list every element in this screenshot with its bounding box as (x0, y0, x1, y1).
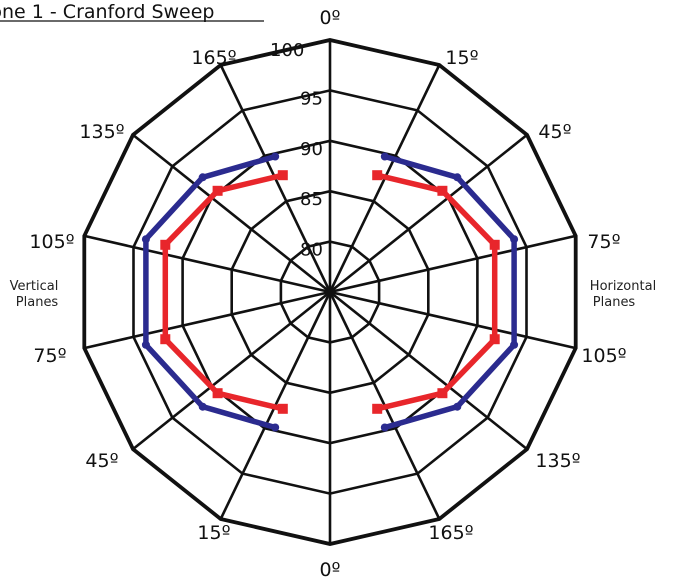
series-1-right-marker (437, 185, 448, 196)
series-1-right-marker (437, 388, 448, 399)
series-0-right-marker (380, 423, 389, 432)
vertical-planes-label-line2: Planes (16, 295, 59, 310)
series-0-right-line (384, 153, 517, 431)
series-0-left-line (143, 153, 276, 431)
ring-label-80: 80 (300, 240, 323, 261)
series-0-left-marker (198, 173, 207, 182)
ring-80 (279, 240, 381, 344)
series-1-right-marker (372, 403, 383, 414)
series-1-left-marker (277, 170, 288, 181)
chart-title: Tone 1 - Cranford Sweep (0, 1, 215, 23)
spoke-line (132, 290, 331, 451)
series-0-left-marker (198, 402, 207, 411)
ring-90 (181, 139, 479, 445)
vertical-planes-label-line1: Vertical (10, 279, 59, 294)
series-0-left-marker (141, 340, 150, 349)
angle-label-bottom-0: 0º (319, 559, 340, 581)
ring-label-85: 85 (300, 189, 323, 210)
series-1-left-line (162, 172, 284, 412)
series-1-left-marker (160, 334, 171, 345)
spoke-line (132, 133, 331, 294)
series-1-left-marker (277, 403, 288, 414)
series-1-right-marker (372, 170, 383, 181)
series-1-right-line (376, 172, 498, 412)
series-1-left-marker (160, 239, 171, 250)
spoke-line (84, 290, 331, 350)
angle-label-left-45: 45º (85, 450, 118, 472)
series-0-right-marker (510, 235, 519, 244)
series-0-left-marker (271, 152, 280, 161)
horizontal-planes-label-line2: Planes (593, 295, 636, 310)
series-0-left-marker (271, 423, 280, 432)
angle-label-right-45: 45º (538, 121, 571, 143)
series-1-left-marker (212, 185, 223, 196)
ring-label-100: 100 (270, 40, 304, 61)
spoke-line (329, 234, 576, 294)
ring-95 (132, 89, 528, 495)
series-1-right-marker (489, 239, 500, 250)
ring-label-95: 95 (300, 88, 323, 109)
angle-label-right-105: 105º (581, 345, 626, 367)
angle-label-right-165: 165º (428, 522, 473, 544)
angle-label-right-135: 135º (535, 450, 580, 472)
ring-85 (230, 189, 430, 395)
series-0-right-marker (380, 152, 389, 161)
series-1-right-marker (489, 334, 500, 345)
series-0-right-marker (510, 340, 519, 349)
angle-label-left-135: 135º (79, 121, 124, 143)
angle-label-left-105: 105º (29, 231, 74, 253)
spoke-line (329, 133, 528, 294)
angle-label-left-165: 165º (191, 47, 236, 69)
series-0-right-marker (453, 402, 462, 411)
spoke-line (329, 290, 528, 451)
series-layer (141, 152, 519, 432)
polar-grid: 80 85 90 95 100 (82, 38, 578, 546)
series-0-right-marker (453, 173, 462, 182)
ring-label-90: 90 (300, 139, 323, 160)
angle-label-left-15: 15º (197, 522, 230, 544)
horizontal-planes-label-line1: Horizontal (590, 279, 656, 294)
spoke-line (329, 290, 576, 350)
spoke-line (84, 234, 331, 294)
series-0-left-marker (141, 235, 150, 244)
angle-label-left-75: 75º (33, 345, 66, 367)
label-layer: Tone 1 - Cranford Sweep 0º 15º 45º 75º 1… (0, 1, 656, 581)
angle-label-right-75: 75º (587, 231, 620, 253)
series-1-left-marker (212, 388, 223, 399)
angle-label-top-0: 0º (319, 7, 340, 29)
angle-label-right-15: 15º (445, 47, 478, 69)
ring-100 (82, 38, 578, 546)
